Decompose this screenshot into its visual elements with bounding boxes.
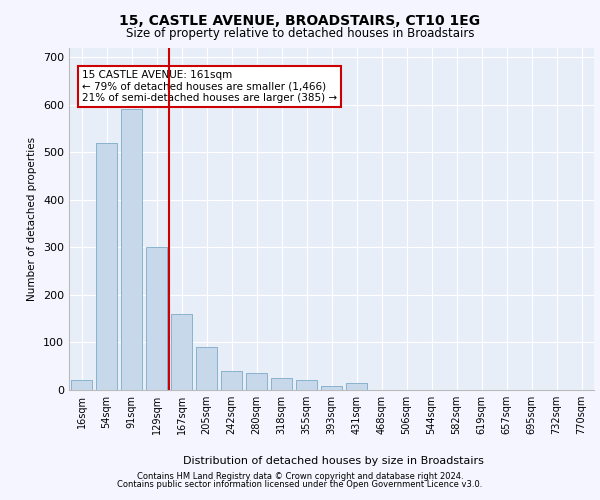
Bar — [96, 142, 117, 390]
Bar — [171, 314, 192, 390]
Bar — [121, 110, 142, 390]
Text: Size of property relative to detached houses in Broadstairs: Size of property relative to detached ho… — [126, 28, 474, 40]
Bar — [271, 378, 292, 390]
Bar — [346, 383, 367, 390]
Text: Contains HM Land Registry data © Crown copyright and database right 2024.: Contains HM Land Registry data © Crown c… — [137, 472, 463, 481]
Bar — [196, 347, 217, 390]
Bar — [146, 248, 167, 390]
Text: 15 CASTLE AVENUE: 161sqm
← 79% of detached houses are smaller (1,466)
21% of sem: 15 CASTLE AVENUE: 161sqm ← 79% of detach… — [82, 70, 337, 103]
Text: Contains public sector information licensed under the Open Government Licence v3: Contains public sector information licen… — [118, 480, 482, 489]
Bar — [296, 380, 317, 390]
Bar — [221, 371, 242, 390]
Text: 15, CASTLE AVENUE, BROADSTAIRS, CT10 1EG: 15, CASTLE AVENUE, BROADSTAIRS, CT10 1EG — [119, 14, 481, 28]
Bar — [71, 380, 92, 390]
Bar — [246, 374, 267, 390]
Bar — [321, 386, 342, 390]
Y-axis label: Number of detached properties: Number of detached properties — [28, 136, 37, 301]
Text: Distribution of detached houses by size in Broadstairs: Distribution of detached houses by size … — [182, 456, 484, 466]
